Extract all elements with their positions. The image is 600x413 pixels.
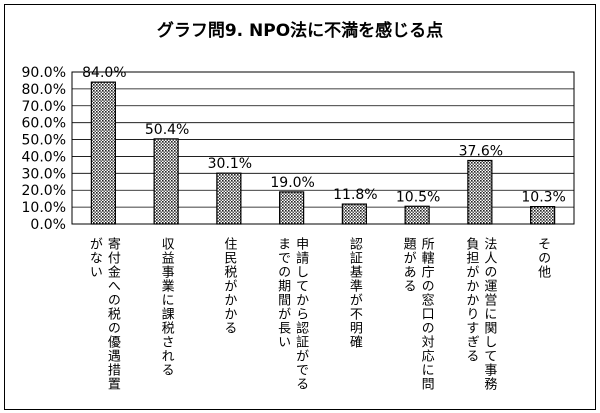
category-label: 所轄庁の窓口の対応に問	[419, 237, 435, 391]
y-tick-label: 60.0%	[22, 116, 66, 132]
category-label: 題がある	[401, 237, 417, 293]
value-label: 10.3%	[521, 190, 565, 206]
plot-area-border	[71, 71, 575, 225]
bar	[404, 205, 430, 225]
y-tick-label: 70.0%	[22, 99, 66, 115]
category-label: 収益事業に課税される	[159, 237, 175, 377]
category-label: 申請してから認証がでる	[293, 237, 309, 391]
value-label: 30.1%	[208, 156, 252, 172]
y-tick-label: 50.0%	[22, 133, 66, 149]
category-label: 住民税がかかる	[221, 237, 237, 335]
value-label: 50.4%	[145, 122, 189, 138]
chart-title: グラフ問9. NPO法に不満を感じる点	[157, 20, 443, 41]
bar	[279, 191, 305, 225]
bar	[467, 159, 493, 225]
category-label: 負担がかかりすぎる	[463, 237, 479, 363]
category-label: 法人の運営に関して事務	[481, 237, 497, 391]
bar	[216, 172, 242, 225]
bar	[530, 206, 556, 225]
y-tick-label: 20.0%	[22, 183, 66, 199]
value-labels: 84.0% 50.4% 30.1% 19.0% 11.8% 10.5% 37.6% 10.3%	[82, 65, 566, 205]
value-label: 37.6%	[459, 143, 503, 159]
value-label: 10.5%	[396, 189, 440, 205]
category-label: がない	[87, 237, 103, 279]
bars	[90, 81, 556, 225]
value-label: 84.0%	[82, 65, 126, 81]
y-tick-label: 10.0%	[22, 200, 66, 216]
category-label: その他	[535, 237, 551, 279]
y-tick-label: 30.0%	[22, 166, 66, 182]
y-axis: 0.0%10.0%20.0%30.0%40.0%50.0%60.0%70.0%8…	[22, 65, 66, 233]
bar	[90, 81, 116, 225]
y-tick-label: 80.0%	[22, 82, 66, 98]
y-tick-label: 40.0%	[22, 149, 66, 165]
value-label: 19.0%	[270, 175, 314, 191]
value-label: 11.8%	[333, 187, 377, 203]
y-tick-label: 0.0%	[30, 217, 66, 233]
category-label: 認証基準が不明確	[347, 236, 363, 349]
category-label: 寄付金への税の優遇措置	[105, 236, 121, 391]
bar	[341, 203, 367, 225]
bar	[153, 138, 179, 225]
y-tick-label: 90.0%	[22, 65, 66, 81]
category-label: までの期間が長い	[275, 237, 291, 349]
plot-area	[71, 71, 575, 225]
